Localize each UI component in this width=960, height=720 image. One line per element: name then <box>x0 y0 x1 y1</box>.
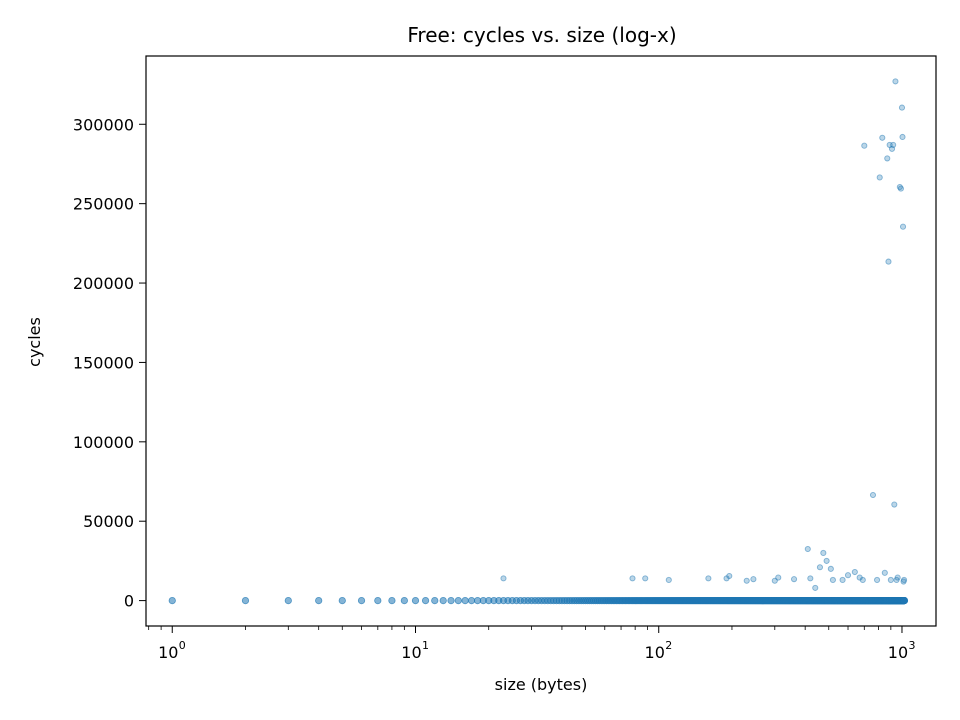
baseline-point <box>421 596 430 605</box>
data-point <box>899 223 907 230</box>
x-axis-label: size (bytes) <box>495 675 588 694</box>
y-tick-label: 0 <box>124 592 134 611</box>
data-point <box>629 575 636 582</box>
chart-title: Free: cycles vs. size (log-x) <box>407 23 676 47</box>
data-point <box>665 576 672 584</box>
y-tick-label: 150000 <box>73 353 134 372</box>
baseline-point <box>439 596 447 605</box>
data-point <box>879 134 886 141</box>
baseline-point <box>315 596 323 605</box>
data-point <box>901 576 908 584</box>
svg-text:3: 3 <box>908 639 915 652</box>
baseline-point <box>388 596 396 605</box>
data-point <box>726 572 733 580</box>
data-point <box>876 174 883 181</box>
baseline-point <box>411 596 420 605</box>
svg-text:10: 10 <box>888 643 908 662</box>
baseline-point <box>168 596 176 605</box>
svg-text:1: 1 <box>422 639 429 652</box>
plot-area-frame <box>145 55 937 627</box>
data-point <box>898 104 906 111</box>
x-tick-label: 10 2 <box>645 639 673 662</box>
baseline-point <box>357 596 366 605</box>
data-point <box>869 491 877 499</box>
data-point <box>827 565 834 572</box>
data-point <box>775 574 782 581</box>
data-point <box>829 576 836 584</box>
baseline-point <box>284 596 292 605</box>
data-point <box>743 577 750 584</box>
data-point <box>839 576 846 584</box>
data-point <box>851 568 858 576</box>
baseline-point <box>467 596 476 605</box>
data-point <box>885 258 892 265</box>
data-point <box>897 185 904 192</box>
svg-text:0: 0 <box>179 639 186 652</box>
data-point <box>750 576 757 583</box>
data-point <box>887 576 894 584</box>
data-point <box>705 575 712 582</box>
data-point <box>874 576 881 584</box>
baseline-point <box>900 596 909 605</box>
baseline-point <box>241 596 250 605</box>
y-axis-label: cycles <box>25 317 44 367</box>
data-point <box>500 575 507 582</box>
svg-text:2: 2 <box>665 639 672 652</box>
data-point <box>884 155 891 162</box>
baseline-point <box>400 596 408 605</box>
data-point <box>890 141 897 148</box>
x-tick-label: 10 3 <box>888 639 916 662</box>
data-point <box>892 78 899 85</box>
baseline-point <box>374 596 382 605</box>
data-point <box>816 564 823 571</box>
svg-text:10: 10 <box>401 643 421 662</box>
data-point <box>823 557 830 564</box>
data-point <box>881 569 888 576</box>
data-point <box>894 574 901 581</box>
data-point <box>891 501 898 508</box>
data-point <box>899 133 906 141</box>
y-tick-label: 200000 <box>73 274 134 293</box>
data-point <box>791 576 798 583</box>
y-axis-ticks: 0 50000 100000 150000 200000 250000 300000 <box>73 115 146 611</box>
svg-text:10: 10 <box>645 643 665 662</box>
data-point <box>812 584 819 591</box>
data-point <box>807 575 814 582</box>
data-point <box>804 545 811 553</box>
baseline-point <box>461 596 469 605</box>
y-tick-label: 50000 <box>83 512 134 531</box>
data-point <box>861 142 868 149</box>
baseline-point <box>338 596 346 605</box>
baseline-point <box>431 596 439 605</box>
data-point <box>844 572 852 579</box>
data-point <box>859 576 866 584</box>
x-axis-ticks: 10 0 10 1 10 2 10 3 <box>148 626 916 662</box>
y-tick-label: 250000 <box>73 195 134 214</box>
baseline-point <box>454 596 462 605</box>
x-tick-label: 10 1 <box>401 639 429 662</box>
baseline-point <box>447 596 455 605</box>
y-tick-label: 100000 <box>73 433 134 452</box>
data-point <box>642 575 649 582</box>
x-tick-label: 10 0 <box>158 639 186 662</box>
svg-text:10: 10 <box>158 643 178 662</box>
data-points <box>168 78 909 605</box>
data-point <box>820 549 827 557</box>
y-tick-label: 300000 <box>73 115 134 134</box>
